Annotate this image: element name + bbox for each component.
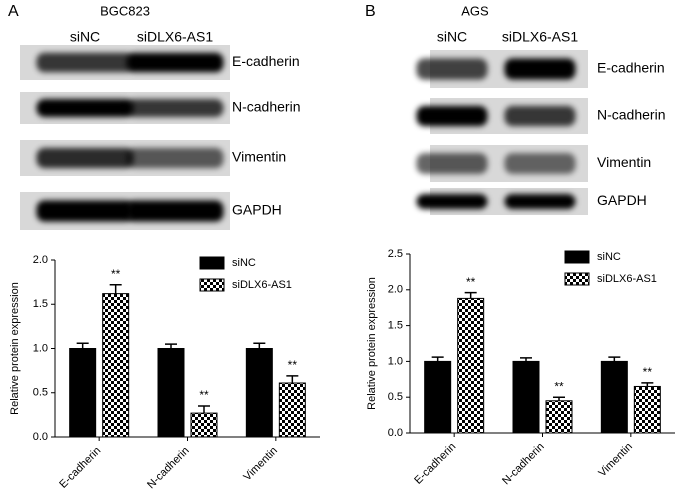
blot-band [36, 52, 134, 73]
x-tick-label: Vimentin [241, 445, 280, 484]
legend-label: siDLX6-AS1 [232, 279, 292, 291]
error-bar [464, 291, 477, 299]
blot-band [126, 200, 224, 222]
panel-letter: A [8, 3, 19, 20]
x-tick-label: E-cadherin [57, 445, 103, 491]
bar [69, 348, 97, 438]
blot-band [416, 193, 488, 210]
error-bar [641, 382, 654, 387]
cell-line-title: AGS [461, 3, 489, 18]
error-bar [165, 343, 177, 349]
blot-band [36, 200, 134, 222]
lane-label: siNC [70, 29, 100, 45]
error-bar [198, 405, 210, 414]
error-bar [520, 357, 532, 362]
error-bar [109, 284, 122, 294]
significance-label: ** [288, 358, 298, 372]
blot-band [416, 153, 488, 174]
protein-label: N-cadherin [232, 99, 300, 115]
y-tick-label: 0.0 [33, 431, 48, 443]
legend-swatch [199, 256, 225, 270]
blot-band [416, 58, 488, 80]
protein-label: Vimentin [232, 149, 286, 165]
x-tick-label: E-cadherin [412, 441, 458, 487]
protein-label: E-cadherin [232, 53, 300, 69]
blot-band [504, 105, 576, 127]
legend-label: siNC [232, 257, 256, 269]
y-axis-label: Relative protein expression [366, 277, 378, 410]
y-axis-label: Relative protein expression [9, 282, 21, 415]
bar [102, 293, 130, 438]
x-tick-label: N-cadherin [500, 441, 547, 488]
error-bar [553, 396, 565, 401]
cell-line-title: BGC823 [100, 3, 150, 18]
legend-swatch [199, 278, 225, 292]
y-tick-label: 1.0 [388, 355, 403, 367]
error-bar [431, 356, 444, 362]
y-tick-label: 1.5 [388, 320, 403, 332]
significance-label: ** [111, 267, 121, 281]
bar [190, 412, 218, 438]
lane-label: siDLX6-AS1 [137, 29, 213, 45]
blot-band [416, 105, 488, 127]
bar [545, 400, 573, 434]
protein-label: GAPDH [597, 192, 647, 208]
blot-band [36, 147, 134, 169]
error-bar [253, 342, 266, 349]
lane-label: siNC [437, 29, 467, 45]
bar [457, 297, 485, 434]
error-bar [608, 356, 621, 362]
blot-band [504, 193, 576, 210]
protein-label: N-cadherin [597, 107, 665, 123]
error-bar [286, 375, 299, 384]
y-tick-label: 0.5 [388, 391, 403, 403]
x-tick-label: N-cadherin [145, 445, 192, 492]
x-tick-label: Vimentin [596, 441, 635, 480]
blot-band [36, 99, 134, 117]
legend-label: siDLX6-AS1 [597, 273, 657, 285]
blot-band [504, 58, 576, 80]
y-tick-label: 2.5 [388, 248, 403, 260]
legend-swatch [564, 272, 590, 286]
bar [633, 385, 661, 434]
lane-label: siDLX6-AS1 [502, 29, 578, 45]
y-tick-label: 1.0 [33, 342, 48, 354]
significance-label: ** [554, 379, 564, 393]
significance-label: ** [466, 275, 476, 289]
error-bar [76, 342, 89, 349]
bar [278, 382, 306, 438]
legend-swatch [564, 250, 590, 264]
protein-label: GAPDH [232, 202, 282, 218]
y-tick-label: 2.0 [388, 284, 403, 296]
blot-band [126, 99, 224, 117]
bar [424, 360, 452, 434]
y-tick-label: 0.5 [33, 387, 48, 399]
legend-label: siNC [597, 251, 621, 263]
protein-label: Vimentin [597, 154, 651, 170]
protein-label: E-cadherin [597, 60, 665, 76]
bar [245, 348, 273, 438]
bar [157, 348, 185, 438]
bar [512, 360, 540, 434]
significance-label: ** [643, 365, 653, 379]
significance-label: ** [199, 388, 209, 402]
bar [600, 360, 628, 434]
blot-band [504, 153, 576, 174]
y-tick-label: 2.0 [33, 254, 48, 266]
y-tick-label: 1.5 [33, 298, 48, 310]
panel-letter: B [365, 3, 376, 20]
y-tick-label: 0.0 [388, 427, 403, 439]
blot-band [126, 147, 224, 169]
blot-band [126, 52, 224, 73]
